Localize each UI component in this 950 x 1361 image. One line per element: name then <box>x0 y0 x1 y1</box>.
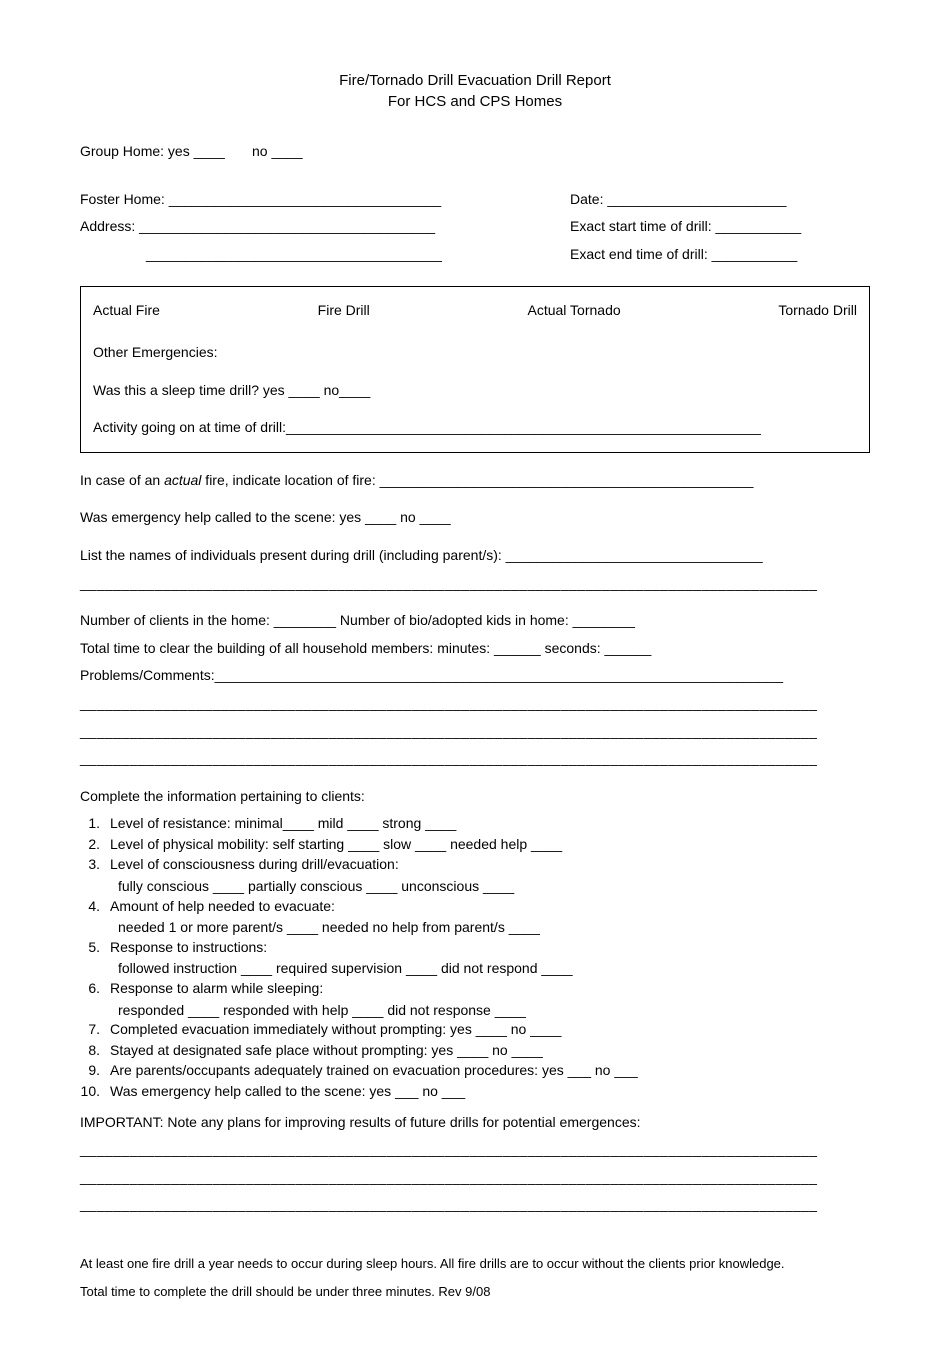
q4-help-needed: 4.Amount of help needed to evacuate: <box>80 897 870 918</box>
individuals-present-line2[interactable]: ________________________________________… <box>80 574 870 594</box>
fire-drill-option[interactable]: Fire Drill <box>318 301 370 321</box>
start-time-field[interactable]: Exact start time of drill: ___________ <box>570 217 870 237</box>
important-line-3[interactable]: ________________________________________… <box>80 1195 870 1215</box>
fire-location-prefix: In case of an <box>80 472 164 488</box>
date-field[interactable]: Date: _______________________ <box>570 190 870 210</box>
q7-evacuation[interactable]: 7.Completed evacuation immediately witho… <box>80 1020 870 1041</box>
end-time-field[interactable]: Exact end time of drill: ___________ <box>570 245 870 265</box>
q8-safe-place[interactable]: 8.Stayed at designated safe place withou… <box>80 1041 870 1062</box>
clients-questions-list: 1.Level of resistance: minimal____ mild … <box>80 814 870 1102</box>
clients-section-header: Complete the information pertaining to c… <box>80 787 870 807</box>
address-line2-field[interactable]: ______________________________________ <box>80 245 570 265</box>
q10-emergency-help[interactable]: 10.Was emergency help called to the scen… <box>80 1082 870 1103</box>
drill-type-box: Actual Fire Fire Drill Actual Tornado To… <box>80 286 870 452</box>
q4-options[interactable]: needed 1 or more parent/s ____ needed no… <box>80 918 870 938</box>
other-emergencies-label: Other Emergencies: <box>93 343 857 363</box>
individuals-present-field[interactable]: List the names of individuals present du… <box>80 546 870 566</box>
emergency-help-called-field[interactable]: Was emergency help called to the scene: … <box>80 508 870 528</box>
q6-options[interactable]: responded ____ responded with help ____ … <box>80 1001 870 1021</box>
title-line-2: For HCS and CPS Homes <box>80 91 870 112</box>
problems-line-3[interactable]: ________________________________________… <box>80 722 870 742</box>
problems-comments-field[interactable]: Problems/Comments:______________________… <box>80 666 870 686</box>
num-clients-field[interactable]: Number of clients in the home: ________ … <box>80 611 870 631</box>
q9-trained[interactable]: 9.Are parents/occupants adequately train… <box>80 1061 870 1082</box>
important-note-label: IMPORTANT: Note any plans for improving … <box>80 1113 870 1133</box>
info-block: Foster Home: ___________________________… <box>80 190 870 273</box>
footer-line-2: Total time to complete the drill should … <box>80 1283 870 1301</box>
group-home-yes[interactable]: Group Home: yes ____ <box>80 143 225 159</box>
sleep-time-drill-field[interactable]: Was this a sleep time drill? yes ____ no… <box>93 381 857 401</box>
problems-line-4[interactable]: ________________________________________… <box>80 749 870 769</box>
document-title: Fire/Tornado Drill Evacuation Drill Repo… <box>80 70 870 112</box>
group-home-no[interactable]: no ____ <box>252 143 303 159</box>
q6-alarm-response: 6.Response to alarm while sleeping: <box>80 979 870 1000</box>
q3-consciousness: 3.Level of consciousness during drill/ev… <box>80 855 870 876</box>
q2-mobility[interactable]: 2.Level of physical mobility: self start… <box>80 835 870 856</box>
fire-location-suffix: fire, indicate location of fire: _______… <box>201 472 753 488</box>
q5-instructions: 5.Response to instructions: <box>80 938 870 959</box>
footer-line-1: At least one fire drill a year needs to … <box>80 1255 870 1273</box>
actual-fire-option[interactable]: Actual Fire <box>93 301 160 321</box>
fire-location-row[interactable]: In case of an actual fire, indicate loca… <box>80 471 870 491</box>
clear-time-field[interactable]: Total time to clear the building of all … <box>80 639 870 659</box>
fire-location-actual: actual <box>164 472 201 488</box>
tornado-drill-option[interactable]: Tornado Drill <box>778 301 857 321</box>
important-line-2[interactable]: ________________________________________… <box>80 1168 870 1188</box>
foster-home-field[interactable]: Foster Home: ___________________________… <box>80 190 570 210</box>
actual-tornado-option[interactable]: Actual Tornado <box>528 301 621 321</box>
q5-options[interactable]: followed instruction ____ required super… <box>80 959 870 979</box>
footer-notes: At least one fire drill a year needs to … <box>80 1255 870 1301</box>
problems-line-2[interactable]: ________________________________________… <box>80 694 870 714</box>
activity-field[interactable]: Activity going on at time of drill:_____… <box>93 418 857 438</box>
address-field[interactable]: Address: _______________________________… <box>80 217 570 237</box>
title-line-1: Fire/Tornado Drill Evacuation Drill Repo… <box>80 70 870 91</box>
q3-options[interactable]: fully conscious ____ partially conscious… <box>80 877 870 897</box>
group-home-row: Group Home: yes ____ no ____ <box>80 142 870 162</box>
important-line-1[interactable]: ________________________________________… <box>80 1140 870 1160</box>
q1-resistance[interactable]: 1.Level of resistance: minimal____ mild … <box>80 814 870 835</box>
